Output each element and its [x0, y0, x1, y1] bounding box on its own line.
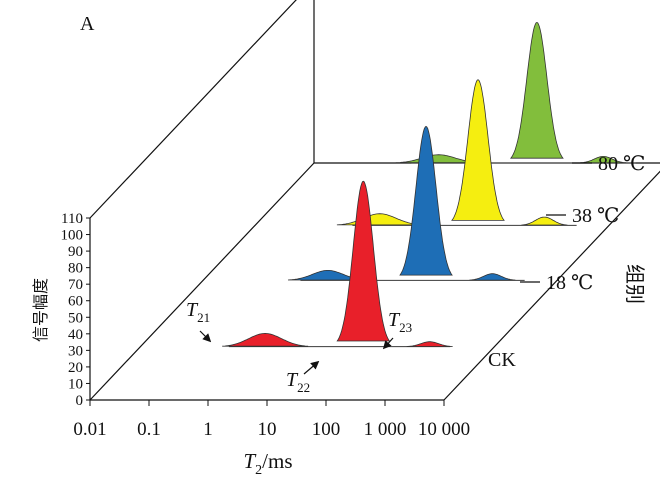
series-18	[287, 125, 525, 281]
annotation-arrow	[382, 337, 394, 350]
depth-edge-bottom-left	[89, 162, 315, 401]
peak-1	[222, 332, 309, 347]
panel-label: A	[80, 13, 95, 35]
x-tick-label: 10 000	[418, 419, 470, 440]
x-tick-label: 1 000	[364, 419, 407, 440]
x-tick-label: 0.1	[137, 419, 161, 440]
y-axis-title: 信号幅度	[31, 278, 50, 342]
series-80	[395, 21, 636, 164]
peak-2	[399, 125, 453, 276]
y-tick-label: 0	[76, 393, 84, 409]
series-ck	[222, 180, 453, 348]
y-tick-label: 20	[68, 360, 83, 376]
peak-annotation: T23	[388, 309, 412, 335]
x-tick-label: 1	[203, 419, 213, 440]
series-layer	[222, 21, 636, 348]
depth-edge-bottom-right	[443, 170, 660, 401]
peak-annotation: T22	[286, 369, 310, 395]
y-tick-label: 110	[61, 211, 83, 227]
labels-layer: 信号幅度 T2/ms A CK 18 ℃ 38 ℃ 80 ℃ 组别 T21 T22 T23	[31, 13, 647, 478]
x-tick-label: 10	[258, 419, 277, 440]
peak-2	[510, 21, 564, 159]
peak-3	[469, 273, 516, 281]
group-label: CK	[488, 349, 516, 371]
y-tick-label: 60	[68, 294, 83, 310]
depth-edge-top-left	[89, 0, 297, 219]
y-tick-label: 100	[61, 228, 84, 244]
peak-2	[451, 79, 505, 221]
peak-annotation: T21	[186, 299, 210, 325]
y-tick-label: 90	[68, 244, 83, 260]
group-label: 38 ℃	[572, 205, 619, 227]
peak-3	[521, 216, 568, 226]
annotation-arrow	[199, 330, 212, 343]
z-axis-title: 组别	[623, 264, 647, 304]
peak-1	[336, 213, 423, 226]
annotation-arrow	[303, 360, 320, 375]
y-tick-label: 40	[68, 327, 83, 343]
y-tick-label: 50	[68, 310, 83, 326]
group-label: 80 ℃	[598, 153, 645, 175]
x-tick-label: 100	[312, 419, 341, 440]
y-tick-label: 30	[68, 343, 83, 359]
peak-3	[406, 341, 453, 347]
x-tick-label: 0.01	[73, 419, 106, 440]
y-tick-label: 70	[68, 277, 83, 293]
group-label: 18 ℃	[546, 272, 593, 294]
x-axis-title: T2/ms	[243, 449, 292, 478]
peak-3	[580, 156, 627, 164]
peak-2	[336, 180, 391, 342]
y-tick-label: 80	[68, 261, 83, 277]
y-tick-label: 10	[68, 376, 83, 392]
